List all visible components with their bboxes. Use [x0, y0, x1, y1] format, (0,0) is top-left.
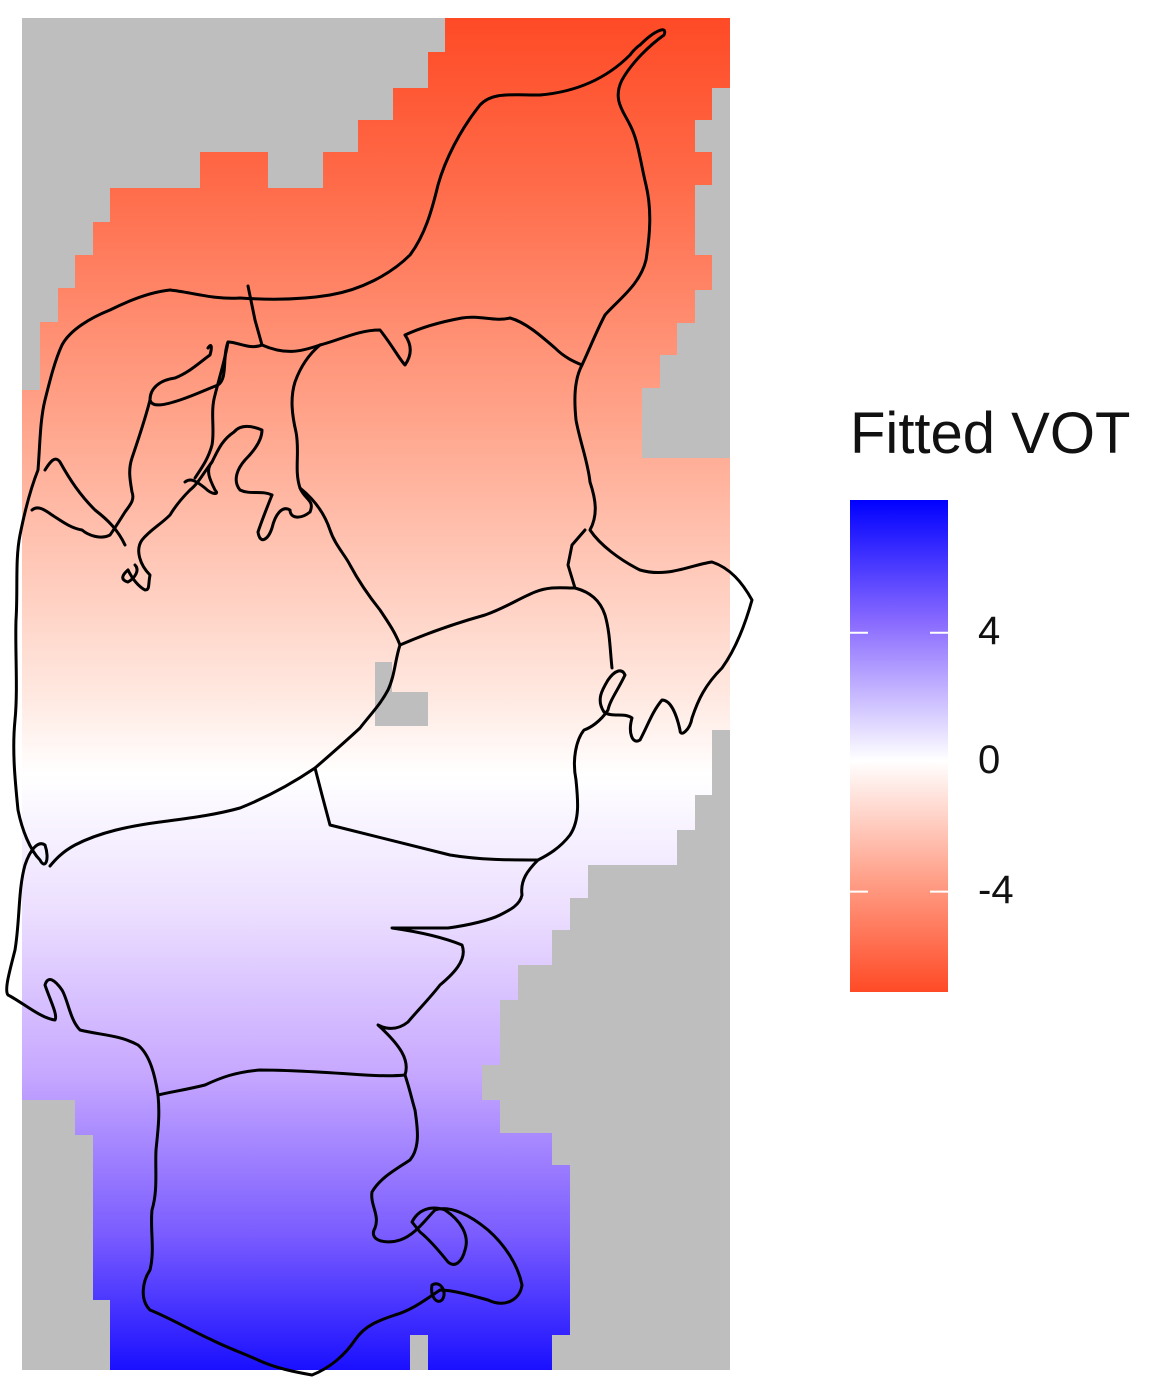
color-bar-ticks [850, 631, 948, 893]
fitted-surface [22, 18, 730, 1370]
fitted-vot-map [5, 18, 754, 1377]
coastline [5, 28, 754, 1377]
legend-break-label: -4 [978, 867, 1014, 912]
legend-break-label: 0 [978, 738, 1001, 783]
region-borders [5, 28, 754, 1377]
map-panel [5, 18, 754, 1377]
color-bar [850, 500, 948, 992]
legend-title: Fitted VOT [850, 401, 1131, 466]
legend: Fitted VOT 4 0 -4 [840, 400, 1160, 1020]
legend-break-label: 4 [978, 608, 1001, 653]
